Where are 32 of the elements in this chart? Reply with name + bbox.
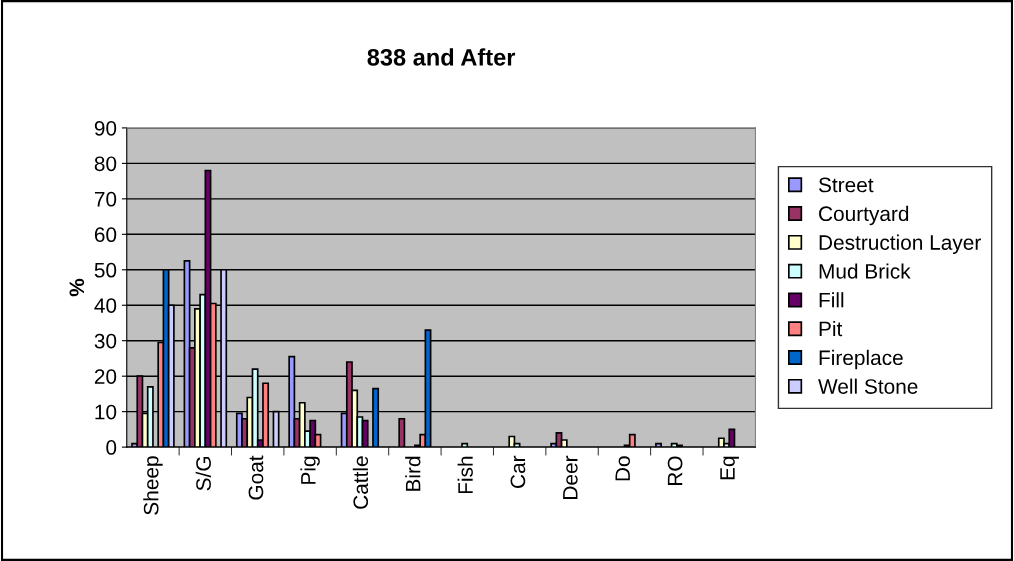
y-tick-label: 60 <box>94 227 117 243</box>
legend-label: Mud Brick <box>819 263 911 279</box>
legend-label: Pit <box>819 321 843 337</box>
legend-label: Courtyard <box>819 205 909 226</box>
x-tick-label: Do <box>615 456 631 481</box>
y-tick-label: 70 <box>94 191 117 207</box>
x-tick-label: Cattle <box>352 456 369 509</box>
x-tick-label: Deer <box>563 455 578 499</box>
y-tick-label: 80 <box>94 156 117 172</box>
chart-title: 838 and After <box>367 48 516 66</box>
legend-label: Fireplace <box>819 349 903 370</box>
x-tick-label: Bird <box>405 456 421 491</box>
x-tick-label: Car <box>510 455 526 488</box>
legend-label: Well Stone <box>818 378 918 394</box>
x-tick-label: RO <box>667 456 683 485</box>
x-tick-label: Goat <box>248 455 264 500</box>
y-tick-label: 30 <box>94 333 117 349</box>
y-tick-label: 90 <box>94 120 117 136</box>
x-tick-label: Sheep <box>143 456 163 515</box>
y-tick-label: 20 <box>94 369 117 384</box>
legend-label: Destruction Layer <box>819 234 981 255</box>
y-tick-label: 50 <box>94 262 117 278</box>
y-tick-label: 10 <box>95 404 117 420</box>
x-tick-label: Eq <box>720 456 739 480</box>
legend-label: Fill <box>819 292 844 308</box>
y-tick-label: 0 <box>106 440 117 455</box>
legend-label: Street <box>818 177 874 193</box>
x-tick-label: S/G <box>195 457 211 491</box>
y-tick-label: 40 <box>94 298 117 313</box>
y-axis-title: % <box>69 278 85 297</box>
x-tick-label: Pig <box>300 456 320 484</box>
x-tick-label: Fish <box>457 456 473 494</box>
